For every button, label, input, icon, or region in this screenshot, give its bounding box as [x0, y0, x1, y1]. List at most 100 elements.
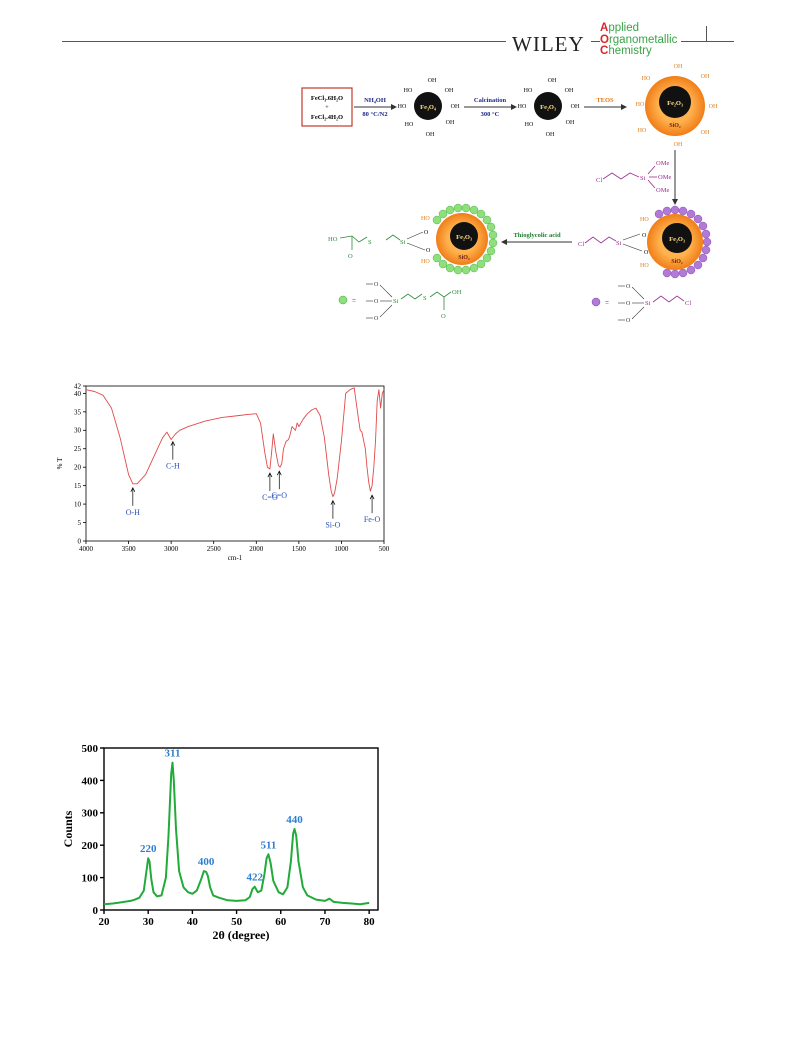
x-tick-label: 3500 [122, 545, 137, 553]
purple-beads [654, 205, 712, 279]
annotation-arrowhead [276, 470, 282, 476]
oh-label: OH [446, 120, 455, 126]
oh-label: OH [452, 289, 462, 296]
annotation-label: 440 [286, 814, 303, 826]
x-tick-label: 3000 [164, 545, 179, 553]
y-tick-label: 10 [74, 501, 82, 509]
reagent-box [301, 87, 353, 127]
ho-label: HO [640, 217, 649, 223]
ho-label: HO [421, 216, 430, 222]
o-label: O [348, 253, 353, 260]
x-tick-label: 500 [379, 545, 390, 553]
reagent-line1: FeCl₃.6H₂O [311, 95, 343, 102]
series-line [103, 761, 370, 906]
x-tick-label: 20 [99, 916, 111, 928]
ho-label: HO [636, 102, 645, 108]
oh-label: OH [451, 104, 460, 110]
plot-frame [103, 747, 379, 911]
s-label: S [423, 295, 427, 302]
y-tick-label: 0 [93, 905, 99, 917]
x-tick-label: 40 [187, 916, 199, 928]
x-axis-label: 2θ (degree) [212, 928, 269, 942]
x-tick-label: 60 [275, 916, 287, 928]
y-tick-label: 42 [74, 382, 82, 390]
annotation-label: 511 [260, 839, 276, 851]
si-label: Si [616, 240, 622, 247]
x-tick-label: 80 [364, 916, 376, 928]
y-tick-label: 25 [74, 445, 82, 453]
oh-label: OH [709, 104, 718, 110]
si-label: Si [640, 175, 646, 182]
publisher-logo: WILEY [506, 32, 591, 57]
x-tick-label: 1000 [334, 545, 349, 553]
oh-label: OH [565, 88, 574, 94]
acid-ho-label: HO [328, 236, 338, 243]
green-beads [432, 203, 498, 275]
x-tick-label: 50 [231, 916, 243, 928]
y-tick-label: 40 [74, 390, 82, 398]
core-label-2: Fe₂O₃ [540, 104, 556, 111]
annotation-arrowhead [170, 440, 176, 446]
reagent-plus: + [325, 104, 329, 111]
annotation-label: C=O [262, 493, 278, 502]
o-label: O [626, 318, 631, 324]
y-axis-label: Counts [61, 810, 75, 847]
o-label: O [374, 316, 379, 322]
annotation-arrowhead [369, 494, 375, 500]
oh-label: OH [674, 64, 683, 70]
oh-label: OH [428, 78, 437, 84]
step1-top: NH₄OH [364, 97, 386, 104]
ho-label: HO [524, 88, 533, 94]
oh-label: OH [426, 132, 435, 138]
step2-bottom: 300 °C [481, 111, 500, 118]
ho-label: HO [642, 76, 651, 82]
oh-label: OH [571, 104, 580, 110]
cl-label: Cl [685, 300, 691, 307]
cl-label: Cl [596, 177, 602, 184]
o-label: O [626, 284, 631, 290]
oh-label: OH [701, 74, 710, 80]
legend-green: = O O O Si S O OH [338, 282, 462, 322]
annotation-arrowhead [130, 487, 136, 492]
o-label: O [374, 299, 379, 305]
y-tick-label: 5 [78, 519, 82, 527]
y-axis-label: % T [56, 457, 64, 469]
plot-frame [85, 385, 385, 542]
journal-line-1: Applied [600, 22, 640, 34]
x-tick-label: 30 [143, 916, 155, 928]
ho-label: HO [405, 122, 414, 128]
annotation-label: 400 [198, 856, 215, 868]
y-tick-label: 500 [82, 743, 99, 755]
oh-label: OH [445, 88, 454, 94]
o-label: O [374, 282, 379, 288]
annotation-label: Fe-O [364, 515, 381, 524]
s-label: S [368, 239, 372, 246]
annotation-label: 311 [165, 748, 181, 760]
ho-label: HO [638, 128, 647, 134]
ome-label: OMe [656, 160, 669, 167]
header-tick [706, 26, 707, 41]
core-label-5: Fe₂O₃ [456, 234, 472, 241]
annotation-label: 422 [246, 872, 263, 884]
ho-label: HO [398, 104, 407, 110]
equals-label: = [352, 297, 356, 305]
equals-label: = [605, 299, 609, 307]
step4-label: Thioglycolic acid [513, 232, 561, 239]
annotation-arrowhead [267, 472, 273, 478]
step3-top: TEOS [596, 97, 614, 104]
si-label: Si [400, 239, 406, 246]
journal-logo: Applied Organometallic Chemistry [600, 22, 682, 58]
oh-label: OH [546, 132, 555, 138]
o-label: O [424, 230, 429, 236]
x-tick-label: 1500 [292, 545, 307, 553]
particle-fe3o4: Fe₃O₄ OH OH OH OH OH HO HO HO [398, 78, 460, 138]
silane-reagent: Cl Si OMe OMe OMe [596, 160, 671, 194]
y-tick-label: 200 [82, 840, 99, 852]
o-label: O [644, 250, 649, 256]
o-label: O [642, 233, 647, 239]
ho-label: HO [404, 88, 413, 94]
oh-label: OH [674, 142, 683, 148]
oh-label: OH [548, 78, 557, 84]
annotation-label: C=O [271, 491, 287, 500]
ome-label: OMe [656, 187, 669, 194]
